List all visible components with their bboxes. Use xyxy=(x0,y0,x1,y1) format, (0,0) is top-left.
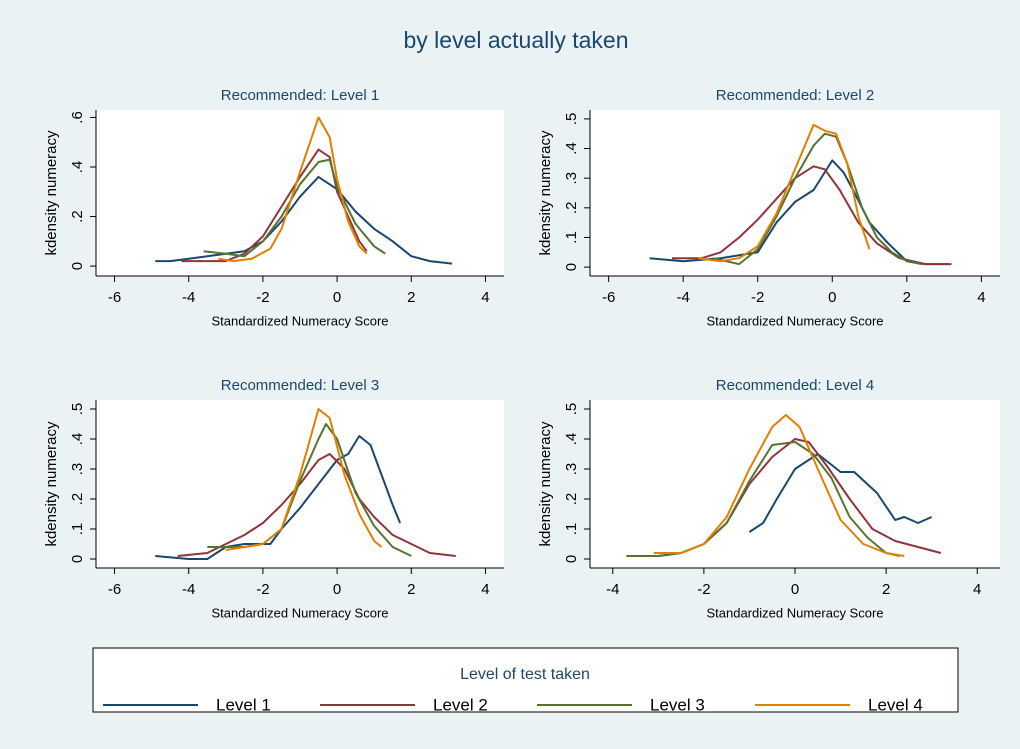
y-tick-label: .6 xyxy=(69,111,86,124)
x-tick-label: 4 xyxy=(481,581,489,598)
y-tick-label: .4 xyxy=(563,433,580,446)
legend-box xyxy=(92,647,959,713)
y-tick-label: .4 xyxy=(69,161,86,174)
legend-label: Level 4 xyxy=(868,695,923,714)
x-tick-label: -2 xyxy=(697,581,710,598)
y-tick-label: .5 xyxy=(563,403,580,416)
density-line xyxy=(697,123,871,263)
legend-label: Level 2 xyxy=(433,695,488,714)
y-tick-label: 0 xyxy=(563,555,580,563)
legend-label: Level 3 xyxy=(650,695,705,714)
x-tick-label: -4 xyxy=(182,581,195,598)
y-tick-label: .5 xyxy=(563,113,580,126)
density-line xyxy=(203,158,386,258)
x-tick-label: 0 xyxy=(791,581,799,598)
density-line xyxy=(155,175,453,265)
plot-area xyxy=(590,110,1000,276)
y-tick-label: 0 xyxy=(69,262,86,270)
density-line xyxy=(649,159,948,266)
density-line xyxy=(653,414,905,557)
density-line xyxy=(225,408,383,551)
x-axis-title: Standardized Numeracy Score xyxy=(706,605,883,620)
x-tick-label: -4 xyxy=(606,581,619,598)
y-axis-title: kdensity numeracy xyxy=(43,130,60,256)
y-tick-label: .1 xyxy=(563,523,580,536)
x-tick-label: 0 xyxy=(333,581,341,598)
y-tick-label: .3 xyxy=(563,172,580,185)
y-tick-label: .4 xyxy=(69,433,86,446)
density-line xyxy=(177,453,456,557)
panel-title: Recommended: Level 3 xyxy=(221,377,379,394)
x-tick-label: 4 xyxy=(977,289,985,306)
y-tick-label: 0 xyxy=(563,263,580,271)
x-tick-label: 2 xyxy=(407,581,415,598)
x-tick-label: -6 xyxy=(602,289,615,306)
x-tick-label: -2 xyxy=(256,581,269,598)
x-axis-title: Standardized Numeracy Score xyxy=(706,313,883,328)
y-tick-label: .2 xyxy=(69,493,86,506)
y-tick-label: .3 xyxy=(69,463,86,476)
x-tick-label: -6 xyxy=(108,289,121,306)
panel-title: Recommended: Level 4 xyxy=(716,377,874,394)
density-line xyxy=(712,132,922,266)
y-tick-label: .4 xyxy=(563,142,580,155)
y-tick-label: 0 xyxy=(69,555,86,563)
x-axis-title: Standardized Numeracy Score xyxy=(211,313,388,328)
x-tick-label: 4 xyxy=(481,289,489,306)
density-line xyxy=(218,116,368,263)
x-tick-label: 0 xyxy=(828,289,836,306)
legend-title: Level of test taken xyxy=(460,666,590,683)
density-line xyxy=(748,453,933,533)
y-tick-label: .1 xyxy=(563,231,580,244)
panel-title: Recommended: Level 2 xyxy=(716,87,874,104)
legend-label: Level 1 xyxy=(216,695,271,714)
x-tick-label: 2 xyxy=(903,289,911,306)
plot-area xyxy=(96,110,504,276)
x-tick-label: -4 xyxy=(677,289,690,306)
y-tick-label: .2 xyxy=(563,493,580,506)
x-tick-label: 4 xyxy=(973,581,981,598)
panel-title: Recommended: Level 1 xyxy=(221,87,379,104)
density-line xyxy=(181,148,368,263)
plot-area xyxy=(590,400,1000,568)
figure-title: by level actually taken xyxy=(403,27,628,53)
x-tick-label: -2 xyxy=(256,289,269,306)
y-tick-label: .2 xyxy=(69,210,86,223)
x-tick-label: -6 xyxy=(108,581,121,598)
y-tick-label: .3 xyxy=(563,463,580,476)
y-axis-title: kdensity numeracy xyxy=(43,421,60,547)
x-tick-label: 0 xyxy=(333,289,341,306)
x-tick-label: 2 xyxy=(882,581,890,598)
y-axis-title: kdensity numeracy xyxy=(537,130,554,256)
y-tick-label: .1 xyxy=(69,523,86,536)
x-tick-label: -4 xyxy=(182,289,195,306)
y-tick-label: .5 xyxy=(69,403,86,416)
density-line xyxy=(155,435,402,560)
x-tick-label: -2 xyxy=(751,289,764,306)
x-axis-title: Standardized Numeracy Score xyxy=(211,605,388,620)
y-tick-label: .2 xyxy=(563,202,580,215)
y-axis-title: kdensity numeracy xyxy=(537,421,554,547)
x-tick-label: 2 xyxy=(407,289,415,306)
